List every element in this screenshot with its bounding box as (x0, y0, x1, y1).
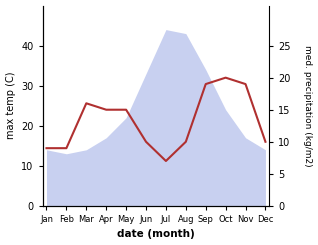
X-axis label: date (month): date (month) (117, 230, 195, 239)
Y-axis label: med. precipitation (kg/m2): med. precipitation (kg/m2) (303, 45, 313, 167)
Y-axis label: max temp (C): max temp (C) (5, 72, 16, 139)
